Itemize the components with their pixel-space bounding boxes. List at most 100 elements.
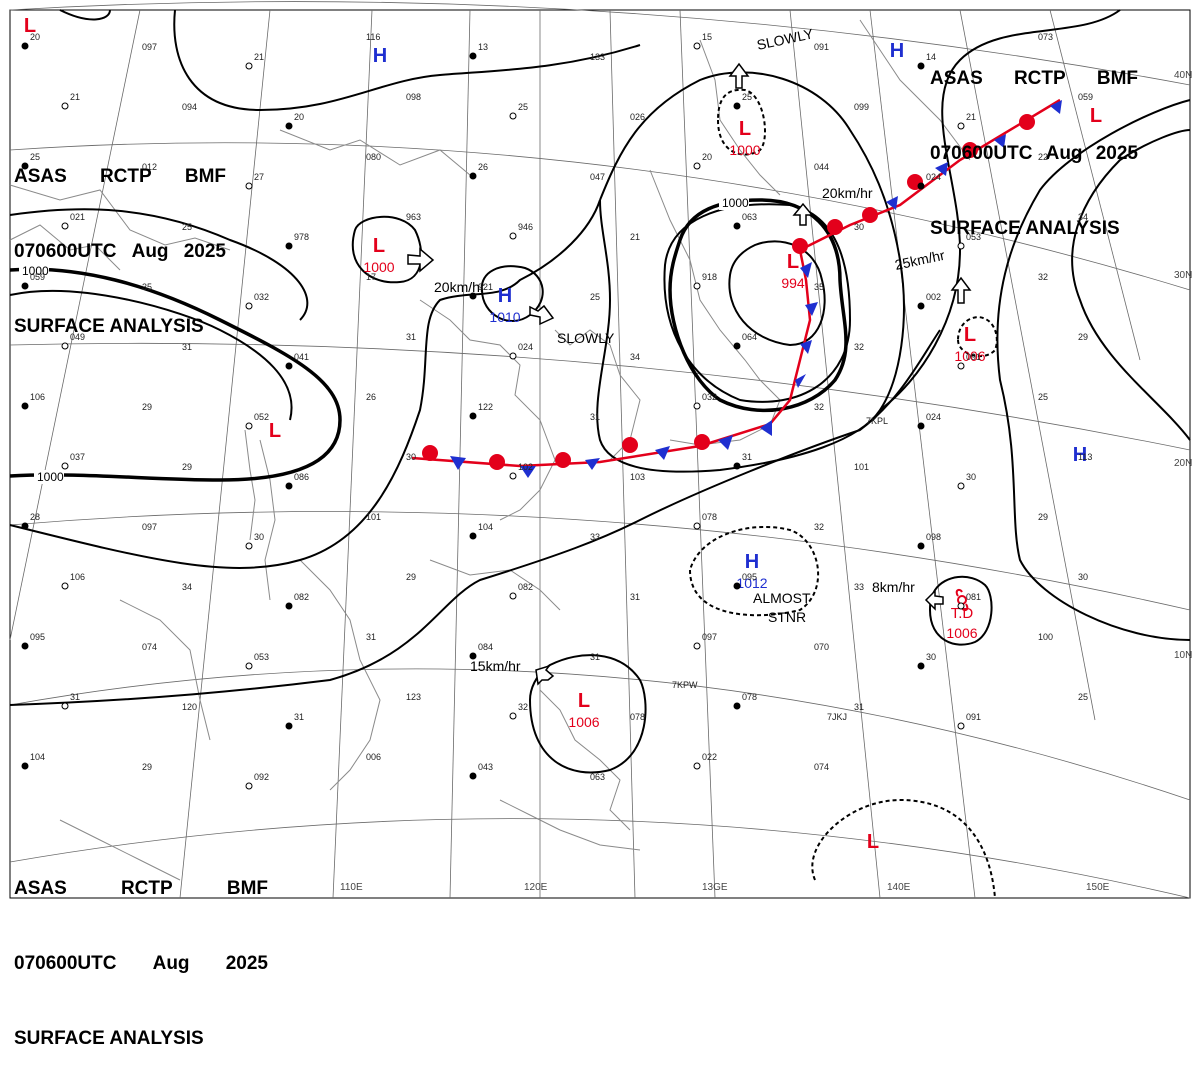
station-value: 30 (854, 222, 864, 232)
coastlines (9, 19, 971, 881)
motion-label: SLOWLY (557, 330, 615, 346)
station-value: 002 (926, 292, 941, 302)
station-circle-icon (21, 762, 29, 770)
arrow-icon (529, 304, 555, 326)
station-value: 31 (406, 332, 416, 342)
station-value: 32 (814, 522, 824, 532)
station-value: 32 (854, 342, 864, 352)
station-circle-icon (61, 462, 69, 470)
station-value: 25 (182, 222, 192, 232)
station-value: 049 (70, 332, 85, 342)
station-circle-icon (21, 642, 29, 650)
station-value: 31 (590, 412, 600, 422)
latitude-label: 20N (1174, 458, 1192, 469)
station-value: 012 (142, 162, 157, 172)
station-id: 7KPW (672, 680, 698, 690)
center-symbol: H (498, 285, 512, 307)
station-value: 100 (1038, 632, 1053, 642)
station-value: 25 (590, 292, 600, 302)
station-circle-icon (61, 102, 69, 110)
station-value: 078 (702, 512, 717, 522)
motion-label: ALMOST (753, 590, 811, 606)
station-circle-icon (509, 472, 517, 480)
station-value: 921 (478, 282, 493, 292)
header-top-left: ASAS RCTP BMF 070600UTC Aug 2025 SURFACE ANA… (14, 114, 226, 364)
station-circle-icon (245, 422, 253, 430)
station-circle-icon (957, 722, 965, 730)
station-circle-icon (469, 412, 477, 420)
station-circle-icon (21, 162, 29, 170)
latitude-label: 30N (1174, 270, 1192, 281)
station-value: 086 (294, 472, 309, 482)
station-value: 094 (182, 102, 197, 112)
low-pressure-center: L (867, 831, 879, 853)
station-value: 106 (70, 572, 85, 582)
station-id: 7KPL (866, 416, 888, 426)
station-value: 30 (406, 452, 416, 462)
station-value: 063 (590, 772, 605, 782)
latitude-label: 10N (1174, 650, 1192, 661)
station-value: 024 (926, 172, 941, 182)
station-circle-icon (509, 592, 517, 600)
station-value: 17 (366, 272, 376, 282)
station-value: 041 (294, 352, 309, 362)
analysis-year: 2025 (183, 241, 226, 262)
arrow-icon (728, 62, 750, 89)
station-circle-icon (245, 662, 253, 670)
station-circle-icon (61, 342, 69, 350)
high-pressure-center: H (1073, 444, 1087, 466)
motion-label: STNR (768, 609, 806, 625)
station-value: 28 (30, 512, 40, 522)
station-circle-icon (693, 42, 701, 50)
station-value: 091 (966, 712, 981, 722)
station-value: 31 (366, 632, 376, 642)
station-value: 053 (254, 652, 269, 662)
analysis-time: 070600UTC (14, 953, 117, 974)
station-value: 25 (1038, 392, 1048, 402)
station-value: 044 (814, 162, 829, 172)
center-symbol: L (1090, 105, 1102, 127)
station-value: 026 (630, 112, 645, 122)
high-pressure-center: H 1012 (736, 551, 767, 591)
low-pressure-center: L 994 (781, 251, 805, 291)
station-value: 20 (702, 152, 712, 162)
station-circle-icon (61, 582, 69, 590)
station-value: 098 (926, 532, 941, 542)
station-circle-icon (285, 362, 293, 370)
station-circle-icon (285, 482, 293, 490)
station-circle-icon (21, 42, 29, 50)
station-value: 098 (406, 92, 421, 102)
low-pressure-center: L (24, 15, 36, 37)
motion-label: 20km/hr (434, 279, 485, 295)
station-circle-icon (245, 302, 253, 310)
station-value: 35 (814, 282, 824, 292)
station-circle-icon (21, 522, 29, 530)
station-value: 113 (1078, 452, 1092, 462)
station-value: 21 (966, 112, 976, 122)
station-value: 25 (1078, 692, 1088, 702)
center-symbol: L (867, 831, 879, 853)
station-value: 963 (406, 212, 421, 222)
center-symbol: L (373, 235, 385, 257)
station-circle-icon (957, 362, 965, 370)
station-value: 073 (1038, 32, 1053, 42)
low-pressure-center: L (1090, 105, 1102, 127)
station-value: 102 (518, 462, 533, 472)
station-circle-icon (733, 342, 741, 350)
station-circle-icon (733, 462, 741, 470)
station-value: 097 (142, 522, 157, 532)
station-value: 101 (854, 462, 869, 472)
station-value: 21 (70, 92, 80, 102)
latitude-label: 40N (1174, 70, 1192, 81)
station-code: RCTP (99, 166, 152, 187)
motion-arrows (407, 62, 972, 686)
station-code: RCTP (120, 878, 173, 899)
station-value: 33 (854, 582, 864, 592)
station-value: 095 (742, 572, 757, 582)
station-value: 123 (406, 692, 421, 702)
station-value: 30 (1078, 572, 1088, 582)
station-circle-icon (693, 162, 701, 170)
station-value: 26 (478, 162, 488, 172)
analysis-time: 070600UTC (14, 241, 117, 262)
station-value: 13 (478, 42, 488, 52)
